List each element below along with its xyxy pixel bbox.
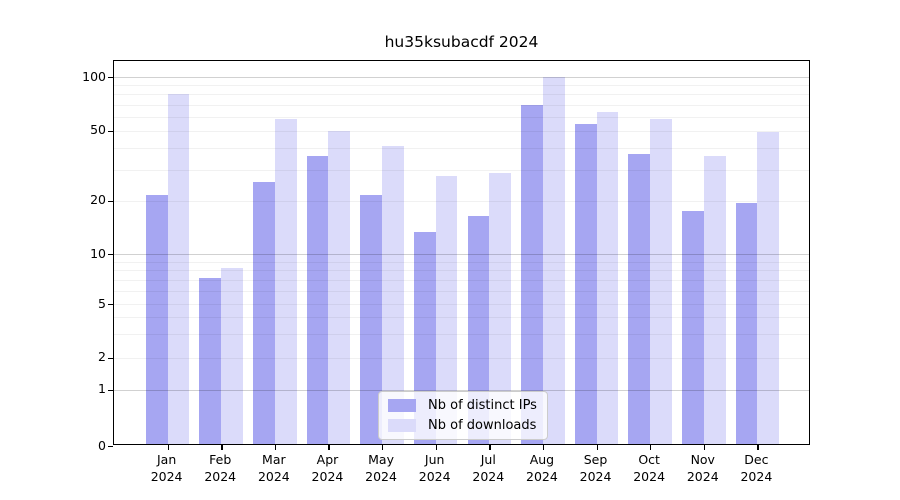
x-tick-label-oct: Oct 2024 <box>633 452 666 484</box>
gridline-major <box>114 254 809 255</box>
bar-downloads-apr <box>328 130 351 444</box>
bar-downloads-sep <box>596 112 619 444</box>
bar-distinct-ips-sep <box>574 124 597 444</box>
bar-downloads-jun <box>435 176 458 444</box>
bar-downloads-aug <box>542 77 565 444</box>
y-axis-tick <box>108 77 113 79</box>
bar-distinct-ips-feb <box>199 277 222 444</box>
legend-item: Nb of downloads <box>388 418 537 433</box>
x-axis-tick <box>596 445 598 450</box>
y-tick-label: 5 <box>98 295 106 311</box>
x-axis-tick <box>382 445 384 450</box>
y-tick-label: 20 <box>90 192 106 208</box>
y-tick-label: 1 <box>98 381 106 397</box>
gridline-minor <box>114 317 809 319</box>
bar-downloads-nov <box>703 156 726 444</box>
bar-downloads-jan <box>167 94 190 444</box>
gridline-minor <box>114 290 809 292</box>
bar-downloads-mar <box>274 118 297 444</box>
x-axis-tick <box>274 445 277 450</box>
gridline-minor <box>114 261 809 263</box>
y-axis-tick <box>108 254 113 256</box>
x-tick-label-dec: Dec 2024 <box>740 452 773 484</box>
x-axis-tick <box>542 445 545 450</box>
bar-distinct-ips-jun <box>413 231 436 444</box>
legend-label: Nb of downloads <box>428 418 537 433</box>
legend: Nb of distinct IPs Nb of downloads <box>378 391 548 440</box>
bar-distinct-ips-nov <box>681 211 704 444</box>
x-axis-tick <box>167 445 169 450</box>
bar-distinct-ips-jan <box>145 195 168 444</box>
bar-downloads-dec <box>757 132 780 444</box>
x-tick-label-jun: Jun 2024 <box>418 452 451 484</box>
x-axis-tick <box>435 445 437 450</box>
gridline-minor <box>114 200 809 202</box>
bar-distinct-ips-may <box>360 195 383 444</box>
gridline-minor <box>114 130 809 132</box>
y-axis-tick <box>108 130 113 133</box>
gridline-minor <box>114 270 809 272</box>
gridline-minor <box>114 94 809 96</box>
y-axis-tick <box>108 389 113 392</box>
gridline-minor <box>114 357 809 359</box>
gridline-minor <box>114 116 809 118</box>
gridline-minor <box>114 85 809 87</box>
bar-distinct-ips-apr <box>306 156 329 444</box>
plot-area <box>108 60 810 450</box>
y-tick-label: 100 <box>82 68 106 84</box>
x-tick-label-feb: Feb 2024 <box>204 452 237 484</box>
x-tick-label-aug: Aug 2024 <box>526 452 558 484</box>
gridline-minor <box>114 148 809 150</box>
x-tick-label-may: May 2024 <box>365 452 397 484</box>
bar-distinct-ips-jul <box>467 216 490 444</box>
y-axis-tick <box>108 304 113 306</box>
legend-swatch-icon <box>388 399 416 412</box>
gridline-minor <box>114 104 809 106</box>
x-tick-label-mar: Mar 2024 <box>257 452 290 484</box>
y-tick-label: 0 <box>98 437 106 453</box>
bar-downloads-may <box>382 146 404 444</box>
x-axis-tick <box>703 445 706 450</box>
gridline-minor <box>114 279 809 281</box>
legend-label: Nb of distinct IPs <box>428 398 537 413</box>
x-tick-label-jul: Jul 2024 <box>472 452 505 484</box>
y-axis-tick <box>108 446 113 448</box>
gridline-minor <box>114 170 809 171</box>
x-axis-tick <box>221 445 223 450</box>
bar-distinct-ips-aug <box>521 105 543 444</box>
y-tick-label: 2 <box>98 349 106 365</box>
gridline-minor <box>114 334 809 336</box>
y-tick-label: 10 <box>90 245 106 261</box>
legend-swatch-icon <box>388 419 416 432</box>
x-axis-tick <box>328 445 330 450</box>
y-axis-tick <box>108 200 113 203</box>
bar-distinct-ips-oct <box>628 154 651 444</box>
bar-distinct-ips-mar <box>253 181 275 444</box>
gridline-major <box>114 389 809 391</box>
x-tick-label-apr: Apr 2024 <box>311 452 344 484</box>
chart-title: hu35ksubacdf 2024 <box>384 33 539 51</box>
gridline-minor <box>114 304 809 305</box>
gridline-major <box>114 77 809 79</box>
x-tick-label-nov: Nov 2024 <box>686 452 719 484</box>
bar-downloads-oct <box>650 118 672 444</box>
y-tick-label: 50 <box>90 122 106 138</box>
x-axis-tick <box>489 445 491 450</box>
x-tick-label-jan: Jan 2024 <box>150 452 183 484</box>
bar-downloads-feb <box>221 268 244 444</box>
bar-distinct-ips-dec <box>735 202 758 444</box>
legend-item: Nb of distinct IPs <box>388 398 537 413</box>
x-axis-tick <box>650 445 652 450</box>
bar-downloads-jul <box>489 173 512 444</box>
x-tick-label-sep: Sep 2024 <box>579 452 612 484</box>
y-axis-tick <box>108 357 113 360</box>
x-axis-tick <box>757 445 759 450</box>
